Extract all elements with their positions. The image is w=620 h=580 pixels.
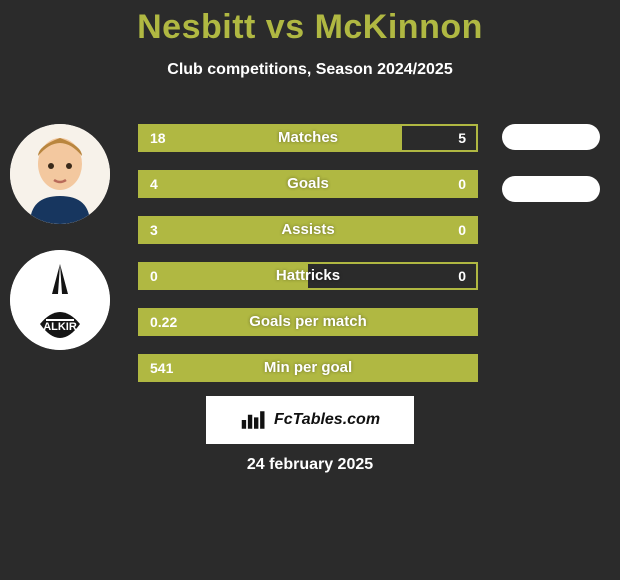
stat-right-value: 0 <box>448 218 476 242</box>
stat-label: Goals <box>140 172 476 196</box>
stat-row-goals: 4 Goals 0 <box>138 170 478 198</box>
brand-text: FcTables.com <box>274 411 380 429</box>
footer-date: 24 february 2025 <box>0 456 620 474</box>
stat-label: Goals per match <box>140 310 476 334</box>
page-subtitle: Club competitions, Season 2024/2025 <box>0 61 620 79</box>
svg-text:ALKIR: ALKIR <box>43 321 77 333</box>
stat-row-hattricks: 0 Hattricks 0 <box>138 262 478 290</box>
stat-right-value: 0 <box>448 172 476 196</box>
stat-label: Min per goal <box>140 356 476 380</box>
player-right-name-pill <box>502 176 600 202</box>
stat-row-matches: 18 Matches 5 <box>138 124 478 152</box>
player-left-name-pill <box>502 124 600 150</box>
player-left-avatar <box>10 124 110 224</box>
brand-badge[interactable]: FcTables.com <box>206 396 414 444</box>
stat-right-value <box>456 356 476 380</box>
stat-label: Assists <box>140 218 476 242</box>
bar-chart-icon <box>240 409 268 431</box>
stat-label: Hattricks <box>140 264 476 288</box>
stat-row-assists: 3 Assists 0 <box>138 216 478 244</box>
stat-right-value <box>456 310 476 334</box>
stat-label: Matches <box>140 126 476 150</box>
stat-row-min-per-goal: 541 Min per goal <box>138 354 478 382</box>
page-title: Nesbitt vs McKinnon <box>0 0 620 47</box>
person-icon <box>10 124 110 224</box>
stat-right-value: 5 <box>448 126 476 150</box>
stats-bars: 18 Matches 5 4 Goals 0 3 Assists 0 0 Hat… <box>138 124 478 400</box>
player-right-avatar: ALKIR <box>10 250 110 350</box>
stat-right-value: 0 <box>448 264 476 288</box>
stat-row-goals-per-match: 0.22 Goals per match <box>138 308 478 336</box>
club-crest-icon: ALKIR <box>10 250 110 350</box>
